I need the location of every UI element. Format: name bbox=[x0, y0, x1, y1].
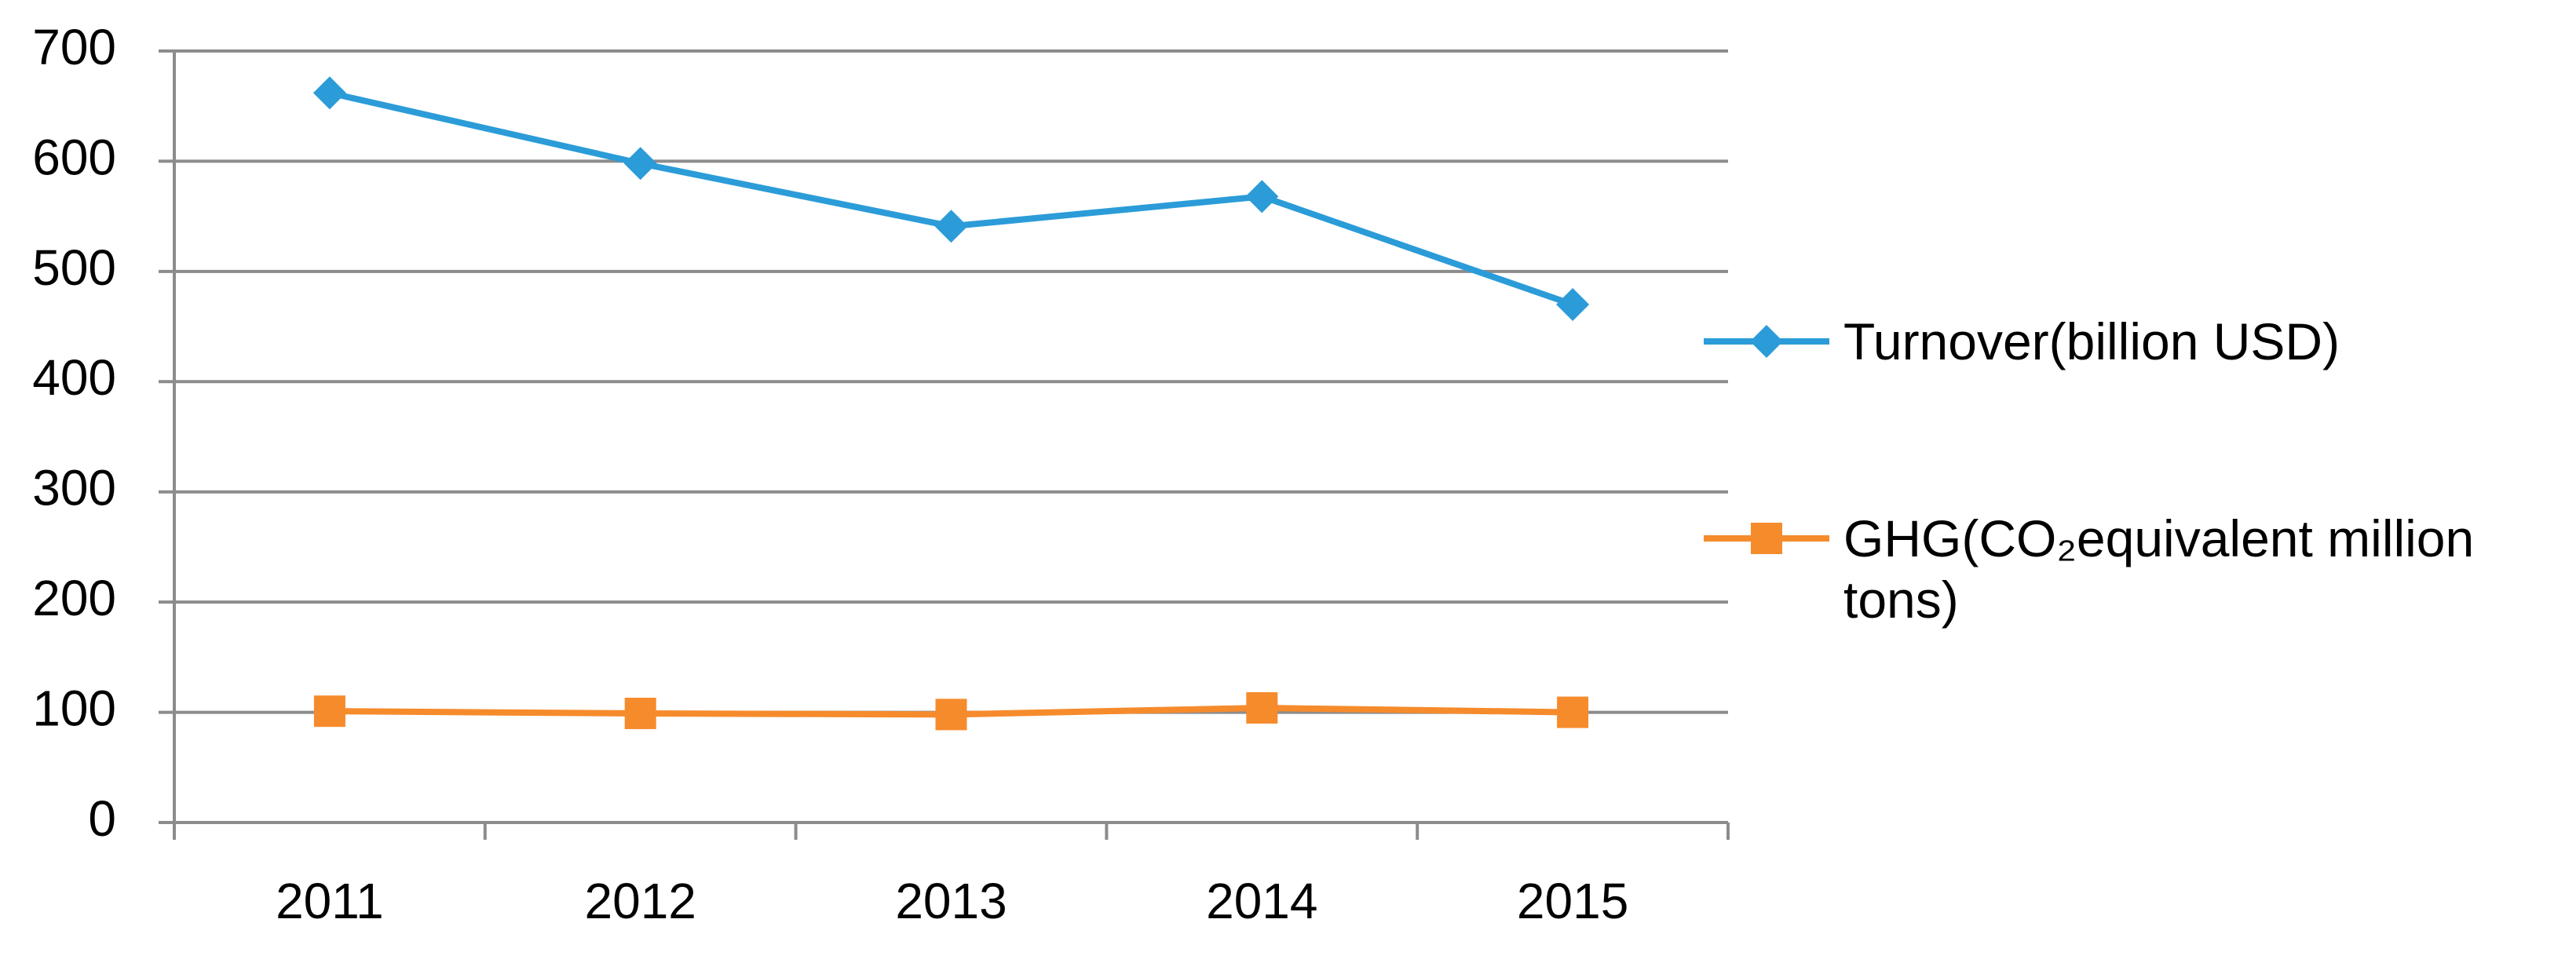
y-tick-label: 200 bbox=[32, 570, 116, 626]
marker bbox=[623, 147, 657, 181]
y-tick-label: 600 bbox=[32, 129, 116, 185]
marker bbox=[934, 210, 968, 243]
marker bbox=[313, 695, 345, 728]
marker bbox=[1557, 696, 1589, 728]
marker bbox=[624, 697, 656, 729]
x-tick-label: 2014 bbox=[1206, 873, 1317, 929]
legend-marker bbox=[1750, 325, 1783, 358]
x-tick-label: 2012 bbox=[585, 873, 696, 929]
y-tick-label: 700 bbox=[32, 19, 116, 75]
marker bbox=[1556, 287, 1590, 321]
marker bbox=[935, 699, 967, 731]
legend-marker bbox=[1751, 523, 1782, 554]
x-tick-label: 2011 bbox=[276, 873, 384, 929]
x-tick-label: 2013 bbox=[895, 873, 1007, 929]
y-tick-label: 100 bbox=[32, 680, 116, 736]
marker bbox=[1246, 691, 1278, 724]
y-tick-label: 400 bbox=[32, 349, 116, 406]
legend-label: Turnover(billion USD) bbox=[1843, 312, 2340, 370]
marker bbox=[1245, 180, 1279, 213]
y-tick-label: 300 bbox=[32, 460, 116, 516]
x-tick-label: 2015 bbox=[1517, 873, 1628, 929]
y-tick-label: 500 bbox=[32, 239, 116, 296]
y-tick-label: 0 bbox=[88, 790, 116, 847]
legend-label: GHG(CO₂equivalent million tons) bbox=[1843, 509, 2475, 629]
marker bbox=[312, 76, 346, 110]
